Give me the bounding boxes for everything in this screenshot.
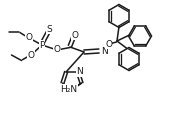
Text: O: O bbox=[71, 30, 78, 40]
Text: P: P bbox=[39, 40, 45, 50]
Text: O: O bbox=[25, 34, 32, 42]
Text: S: S bbox=[46, 24, 52, 34]
Text: O: O bbox=[54, 46, 60, 54]
Text: O: O bbox=[28, 50, 35, 59]
Text: H₂N: H₂N bbox=[60, 85, 77, 94]
Text: O: O bbox=[105, 40, 112, 49]
Text: S: S bbox=[69, 86, 75, 96]
Text: N: N bbox=[77, 67, 83, 76]
Text: N: N bbox=[101, 46, 108, 56]
